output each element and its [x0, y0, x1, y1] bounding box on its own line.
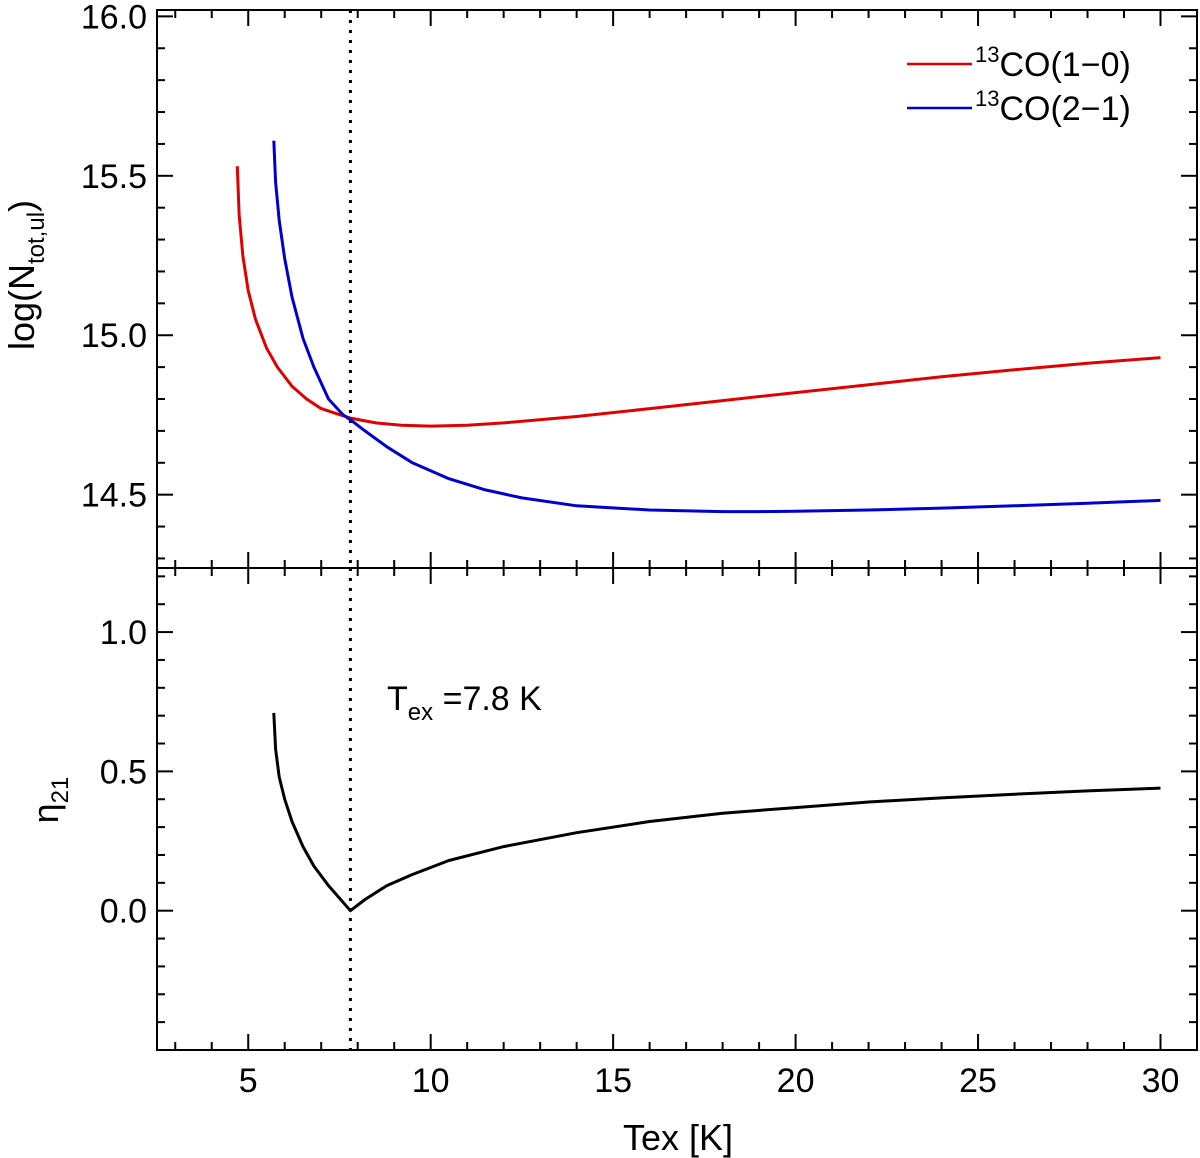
top-y-axis-title: log(Ntot,ul): [1, 200, 50, 350]
y-tick-label: 0.0: [100, 893, 147, 931]
legend-entry-13co-2-1: 13CO(2−1): [975, 86, 1131, 128]
ylabel-close: ): [1, 200, 42, 212]
x-tick-label: 30: [1142, 1062, 1180, 1100]
y-tick-label: 1.0: [100, 614, 147, 652]
annot-rest: =7.8 K: [433, 680, 542, 718]
bottom-ticks: 0.0 0.5 1.0 5 10 15 20 25 30: [100, 568, 1197, 1100]
annot-sub: ex: [408, 699, 433, 726]
x-tick-label: 20: [777, 1062, 815, 1100]
legend-sup: 13: [975, 86, 999, 111]
ylabel-sub: 21: [47, 777, 74, 804]
annot-main: T: [387, 680, 408, 718]
ylabel-main: η: [25, 803, 66, 823]
x-tick-label: 15: [594, 1062, 632, 1100]
x-tick-label: 10: [412, 1062, 450, 1100]
bottom-panel: 0.0 0.5 1.0 5 10 15 20 25 30 Tex =7.8 K η21 Tex …: [25, 567, 1198, 1158]
top-panel: 14.5 15.0 15.5 16.0 13CO(1−0) 13CO(2−1) log…: [1, 0, 1198, 569]
y-tick-label: 15.5: [81, 158, 147, 196]
bottom-series: [272, 712, 1161, 913]
x-tick-label: 25: [959, 1062, 997, 1100]
ylabel-sub: tot,ul: [23, 212, 50, 264]
series-line-eta21: [272, 712, 1161, 913]
ylabel-main: log(N: [1, 264, 42, 350]
tex-annotation: Tex =7.8 K: [387, 680, 542, 726]
y-tick-label: 0.5: [100, 753, 147, 791]
top-series: [235, 140, 1161, 514]
x-axis-title: Tex [K]: [623, 1117, 733, 1158]
bottom-y-axis-title: η21: [25, 777, 74, 824]
legend-sup: 13: [975, 42, 999, 67]
legend-label: CO(1−0): [999, 46, 1130, 84]
legend-entry-13co-1-0: 13CO(1−0): [975, 42, 1131, 84]
x-tick-label: 5: [239, 1062, 258, 1100]
y-tick-label: 15.0: [81, 317, 147, 355]
legend-label: CO(2−1): [999, 90, 1130, 128]
y-tick-label: 14.5: [81, 477, 147, 515]
bottom-plot-frame: [156, 567, 1198, 1051]
top-legend: 13CO(1−0) 13CO(2−1): [907, 42, 1131, 128]
top-ticks: 14.5 15.0 15.5 16.0: [81, 0, 1197, 568]
series-line-13co-1-0-: [235, 166, 1161, 428]
y-tick-label: 16.0: [81, 0, 147, 36]
series-line-13co-2-1-: [272, 140, 1161, 514]
